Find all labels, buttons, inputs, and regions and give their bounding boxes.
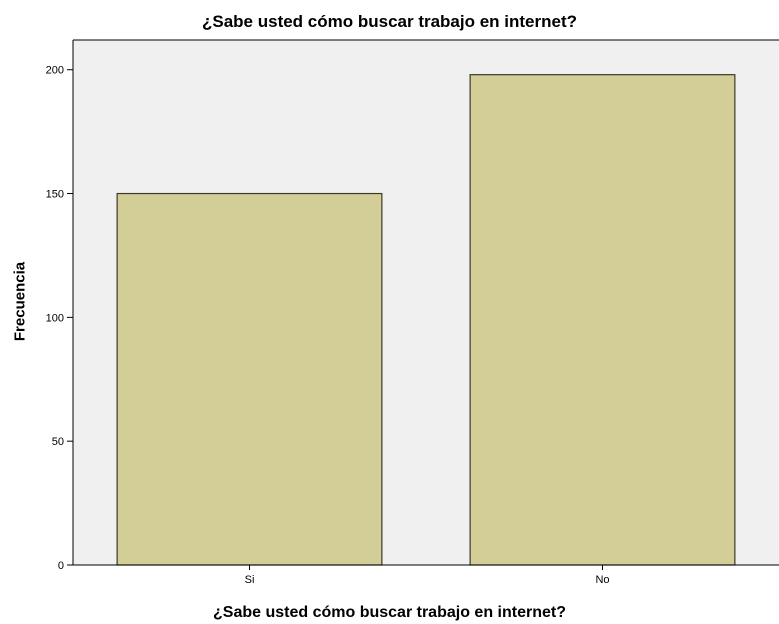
y-tick-label-50: 50 <box>52 436 64 448</box>
y-axis-ticks: 0 50 100 150 200 <box>46 65 73 572</box>
bar-no <box>469 74 736 566</box>
bars-group <box>116 74 736 566</box>
x-axis-ticks: Si No <box>245 565 610 586</box>
y-tick-label-150: 150 <box>46 189 64 201</box>
x-tick-label-no: No <box>595 574 609 586</box>
chart-title: ¿Sabe usted cómo buscar trabajo en inter… <box>201 12 578 31</box>
y-tick-label-200: 200 <box>46 65 64 77</box>
x-axis-label: ¿Sabe usted cómo buscar trabajo en inter… <box>213 604 566 621</box>
x-tick-label-si: Si <box>245 574 255 586</box>
y-tick-label-0: 0 <box>58 560 64 572</box>
y-tick-label-100: 100 <box>46 312 64 324</box>
y-axis-label: Frecuencia <box>11 261 29 342</box>
bar-si <box>116 192 383 566</box>
